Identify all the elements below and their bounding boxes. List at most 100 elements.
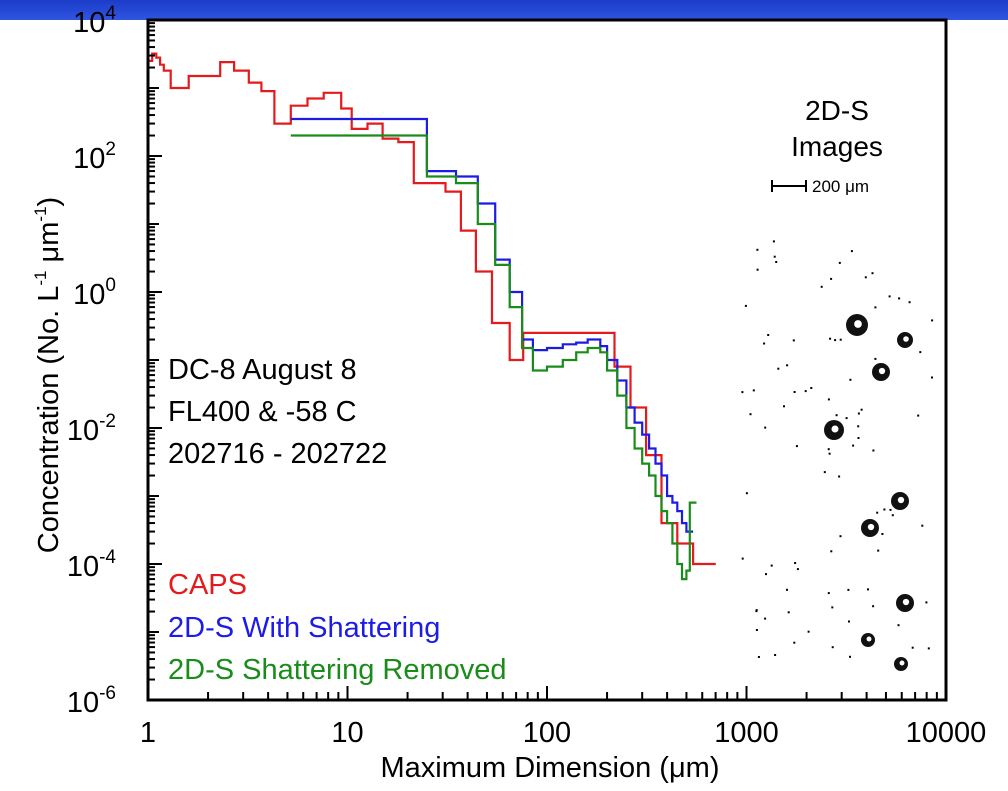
particle-speck [765, 573, 767, 576]
particle-speck [757, 656, 760, 658]
legend-caps: CAPS [168, 569, 247, 601]
particle-speck [793, 641, 796, 644]
series-line-2 [290, 134, 697, 581]
particle-speck [917, 414, 920, 417]
particle-speck [849, 378, 852, 381]
particle-image-hole [899, 660, 905, 666]
particle-speck [756, 268, 759, 271]
series-line-0 [148, 52, 716, 566]
particle-speck [872, 449, 875, 452]
particle-speck [796, 568, 799, 571]
particle-speck [783, 405, 785, 408]
particle-speck [845, 417, 848, 420]
particle-speck [889, 508, 892, 511]
particle-speck [810, 387, 813, 389]
y-tick-label: 10-4 [67, 547, 117, 583]
particle-speck [834, 339, 837, 342]
particle-speck [741, 557, 744, 560]
particle-speck [744, 304, 747, 307]
particle-speck [752, 389, 755, 392]
particle-speck [764, 617, 767, 620]
particle-speck [755, 610, 758, 613]
legend-2ds-shattering-removed: 2D-S Shattering Removed [168, 654, 507, 686]
particle-speck [745, 492, 748, 495]
annotation-line-1: DC-8 August 8 [168, 354, 357, 386]
x-tick-label: 100 [523, 717, 571, 749]
particle-speck [767, 334, 770, 336]
particle-image-hole [902, 598, 910, 606]
particle-speck [883, 508, 886, 511]
legend-2ds-with-shattering: 2D-S With Shattering [168, 612, 440, 644]
particle-speck [787, 611, 790, 614]
particle-speck [835, 414, 838, 417]
particle-speck [897, 624, 900, 627]
particle-speck [756, 248, 759, 251]
scale-bar-label: 200 μm [812, 177, 869, 196]
annotation-line-2: FL400 & -58 C [168, 396, 357, 428]
particle-speck [871, 272, 874, 275]
particle-speck [925, 601, 928, 604]
particle-speck [830, 424, 833, 427]
particle-speck [792, 339, 795, 342]
particle-speck [874, 357, 877, 360]
particle-speck [864, 276, 867, 279]
particle-speck [877, 549, 880, 552]
particle-speck [850, 250, 853, 253]
particle-speck [931, 319, 934, 322]
particle-speck [831, 646, 834, 649]
y-tick-label: 100 [73, 275, 116, 311]
x-tick-label: 10 [331, 717, 363, 749]
y-axis-title: Concentration (No. L-1 μm-1) [31, 197, 65, 553]
particle-speck [773, 255, 776, 258]
particle-speck [827, 398, 830, 401]
particle-speck [848, 620, 850, 623]
y-tick-label: 104 [73, 3, 116, 39]
particle-speck [881, 533, 884, 535]
particle-speck [827, 592, 830, 595]
ticks-layer: 1 10 100 1000 10000 104 102 100 10-2 10-4 10-6 [67, 3, 987, 749]
particle-image-hole [897, 496, 905, 504]
particle-speck [793, 391, 796, 393]
particle-speck [831, 606, 834, 609]
particle-speck [839, 338, 842, 341]
particle-speck [777, 367, 780, 370]
particle-image-hole [867, 523, 875, 531]
particle-speck [772, 240, 775, 243]
particle-speck [838, 261, 841, 264]
x-axis-title: Maximum Dimension (μm) [381, 752, 720, 784]
particle-speck [774, 654, 777, 656]
images-title-line-1: 2D-S [805, 95, 869, 126]
particle-speck [795, 445, 798, 448]
particle-speck [927, 647, 930, 650]
particle-speck [741, 391, 744, 394]
y-tick-label: 10-6 [67, 683, 116, 719]
y-tick-label: 102 [73, 139, 116, 175]
particle-image-hole [854, 320, 862, 328]
particle-speck [786, 364, 789, 367]
particle-speck [888, 295, 891, 298]
particle-speck [764, 426, 767, 429]
plot-area [148, 20, 946, 700]
particle-speck [794, 562, 797, 564]
particle-speck [828, 452, 831, 455]
particle-speck [820, 285, 823, 288]
particle-speck [827, 448, 830, 451]
y-tick-label: 10-2 [67, 411, 116, 447]
particle-image-hole [866, 636, 872, 642]
particle-speck [908, 301, 911, 304]
x-tick-label: 1 [140, 717, 156, 749]
particle-speck [860, 408, 863, 411]
series-layer [148, 52, 716, 581]
particle-speck [891, 514, 894, 517]
particle-speck [919, 351, 922, 354]
particle-speck [755, 629, 758, 631]
particle-speck [849, 655, 851, 658]
particle-speck [867, 588, 869, 591]
particle-speck [852, 444, 855, 447]
particle-speck [770, 564, 773, 567]
x-tick-label: 1000 [714, 717, 779, 749]
particle-speck [847, 588, 850, 591]
particle-speck [763, 342, 766, 345]
particle-speck [872, 605, 875, 608]
